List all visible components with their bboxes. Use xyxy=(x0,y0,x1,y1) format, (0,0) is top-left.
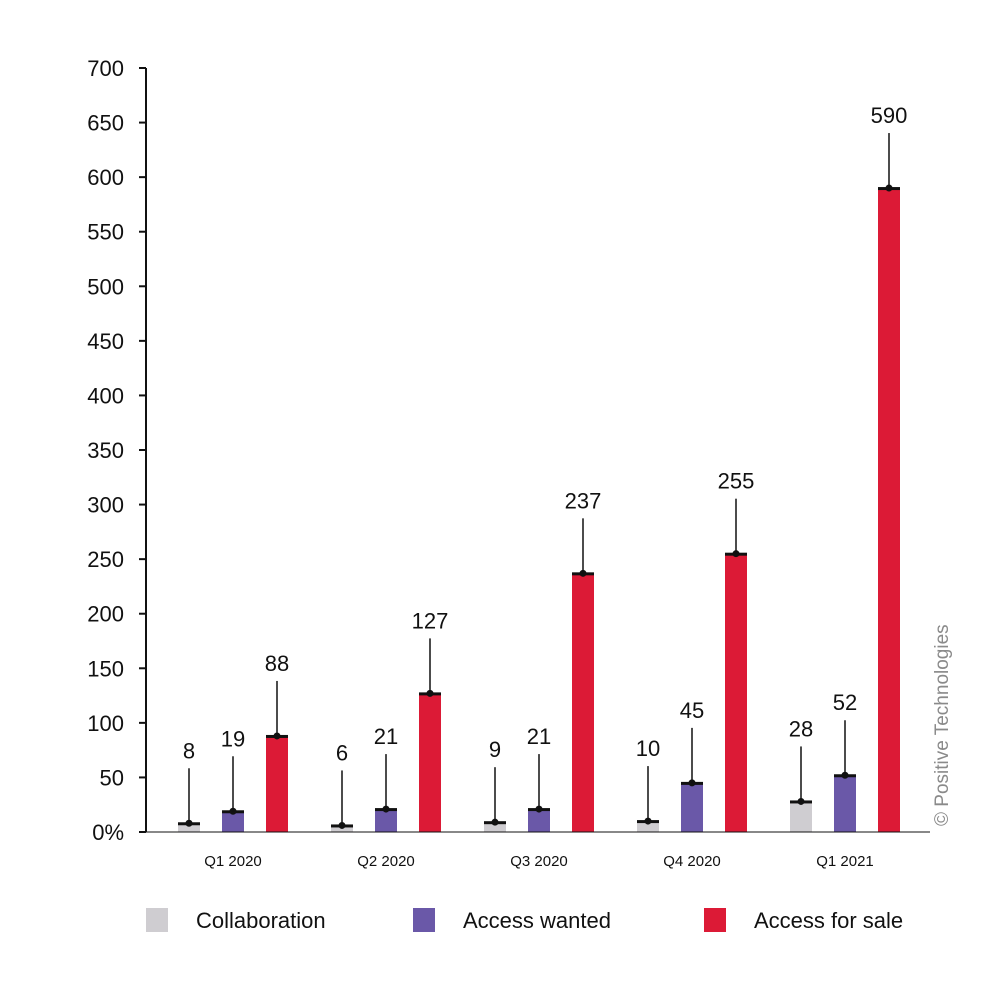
y-tick-label: 650 xyxy=(87,111,124,136)
data-label: 237 xyxy=(565,488,602,513)
legend-label: Access for sale xyxy=(754,908,903,933)
y-tick-label: 250 xyxy=(87,547,124,572)
y-axis: 0% 50 100 150 200 250 300 350 400 450 500 550 600 650… xyxy=(87,56,147,845)
bar xyxy=(484,822,506,832)
y-tick-label: 600 xyxy=(87,165,124,190)
legend-label: Access wanted xyxy=(463,908,611,933)
y-tick-label: 400 xyxy=(87,383,124,408)
data-label: 21 xyxy=(527,724,551,749)
x-category-label: Q4 2020 xyxy=(663,853,721,870)
data-label: 88 xyxy=(265,651,289,676)
y-tick-label: 0% xyxy=(92,820,124,845)
x-axis: Q1 2020 Q2 2020 Q3 2020 Q4 2020 Q1 2021 xyxy=(146,831,930,870)
bar xyxy=(878,188,900,833)
x-category-label: Q1 2021 xyxy=(816,853,874,870)
bars: 8 19 88 6 21 127 9 21 237 10 45 255 28 52 590 xyxy=(178,103,908,833)
data-label: 6 xyxy=(336,740,348,765)
data-label: 590 xyxy=(871,103,908,128)
y-tick-label: 500 xyxy=(87,274,124,299)
y-tick-label: 700 xyxy=(87,56,124,81)
bar xyxy=(375,809,397,832)
legend-label: Collaboration xyxy=(196,908,326,933)
data-label: 21 xyxy=(374,724,398,749)
legend-swatch xyxy=(704,908,726,932)
bar xyxy=(725,553,747,832)
y-tick-label: 350 xyxy=(87,438,124,463)
legend: Collaboration Access wanted Access for sal… xyxy=(146,908,903,933)
bar xyxy=(572,573,594,832)
x-category-label: Q2 2020 xyxy=(357,853,415,870)
data-label: 9 xyxy=(489,737,501,762)
bar xyxy=(528,809,550,832)
data-label: 255 xyxy=(718,469,755,494)
y-tick-label: 200 xyxy=(87,602,124,627)
x-category-label: Q3 2020 xyxy=(510,853,568,870)
data-label: 127 xyxy=(412,608,449,633)
data-label: 10 xyxy=(636,736,660,761)
credit-label: © Positive Technologies xyxy=(932,624,953,826)
legend-swatch xyxy=(413,908,435,932)
y-tick-label: 50 xyxy=(100,765,124,790)
data-label: 52 xyxy=(833,690,857,715)
x-category-label: Q1 2020 xyxy=(204,853,262,870)
bar xyxy=(419,693,441,832)
bar xyxy=(266,735,288,832)
data-label: 28 xyxy=(789,716,813,741)
y-tick-label: 300 xyxy=(87,493,124,518)
bar xyxy=(681,782,703,832)
legend-swatch xyxy=(146,908,168,932)
data-label: 8 xyxy=(183,738,195,763)
y-tick-label: 100 xyxy=(87,711,124,736)
bar xyxy=(222,811,244,832)
bar xyxy=(637,821,659,832)
bar xyxy=(790,801,812,832)
bar xyxy=(178,823,200,832)
bar xyxy=(834,775,856,832)
data-label: 19 xyxy=(221,726,245,751)
y-tick-label: 450 xyxy=(87,329,124,354)
y-tick-label: 550 xyxy=(87,220,124,245)
y-tick-label: 150 xyxy=(87,656,124,681)
data-label: 45 xyxy=(680,698,704,723)
